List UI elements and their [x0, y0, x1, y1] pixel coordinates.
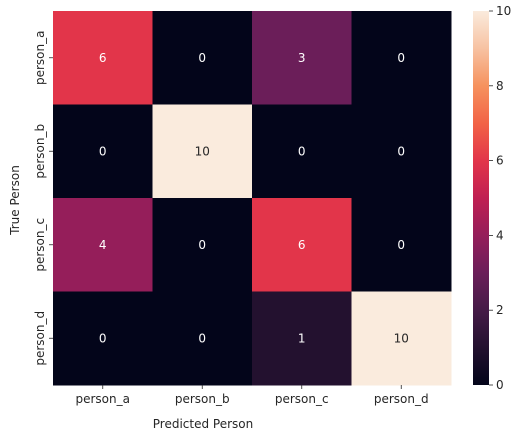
y-tick-label: person_c	[33, 218, 47, 272]
colorbar-tick-label: 2	[496, 303, 504, 317]
heatmap-cell	[351, 11, 452, 105]
cell-value-label: 0	[99, 144, 107, 158]
x-tick-label: person_c	[275, 392, 329, 406]
x-tick-labels: person_a person_b person_c person_d	[76, 385, 429, 406]
cell-value-label: 10	[195, 144, 210, 158]
x-tick-label: person_b	[175, 392, 230, 406]
x-axis-label: Predicted Person	[153, 417, 253, 431]
cell-annotations: 6 0 3 0 0 10 0 0 4 0 6 0 0 0 1 10	[99, 51, 409, 346]
x-tick-label: person_a	[76, 392, 131, 406]
heatmap-cell	[351, 291, 452, 386]
colorbar-tick-label: 4	[496, 228, 504, 242]
cell-value-label: 6	[298, 238, 306, 252]
colorbar-ticks: 0 2 4 6 8 10	[489, 4, 511, 392]
heatmap-cells	[53, 11, 452, 386]
y-tick-labels: person_a person_b person_c person_d	[33, 31, 53, 366]
heatmap-cell	[152, 104, 253, 199]
colorbar-tick-label: 0	[496, 378, 504, 392]
cell-value-label: 10	[394, 331, 409, 345]
cell-value-label: 0	[99, 331, 107, 345]
cell-value-label: 0	[198, 331, 206, 345]
heatmap-cell	[152, 11, 253, 105]
heatmap-cell	[53, 198, 153, 292]
cell-value-label: 0	[397, 238, 405, 252]
cell-value-label: 3	[298, 51, 306, 65]
cell-value-label: 0	[397, 144, 405, 158]
y-tick-label: person_a	[33, 31, 47, 86]
cell-value-label: 6	[99, 51, 107, 65]
cell-value-label: 0	[198, 51, 206, 65]
x-tick-label: person_d	[374, 392, 429, 406]
heatmap-cell	[152, 291, 253, 386]
heatmap-cell	[53, 11, 153, 105]
cell-value-label: 4	[99, 238, 107, 252]
heatmap-cell	[351, 104, 452, 199]
y-tick-label: person_d	[33, 311, 47, 366]
cell-value-label: 0	[298, 144, 306, 158]
heatmap-cell	[252, 291, 352, 386]
colorbar-tick-label: 10	[496, 4, 511, 18]
heatmap-cell	[252, 104, 352, 199]
heatmap-cell	[53, 291, 153, 386]
heatmap-cell	[252, 11, 352, 105]
heatmap-cell	[53, 104, 153, 199]
heatmap-cell	[152, 198, 253, 292]
colorbar-tick-label: 8	[496, 79, 504, 93]
heatmap-cell	[351, 198, 452, 292]
y-axis-label: True Person	[8, 165, 22, 236]
heatmap-cell	[252, 198, 352, 292]
cell-value-label: 0	[397, 51, 405, 65]
cell-value-label: 1	[298, 331, 306, 345]
colorbar	[473, 11, 489, 385]
cell-value-label: 0	[198, 238, 206, 252]
colorbar-tick-label: 6	[496, 154, 504, 168]
y-tick-label: person_b	[33, 124, 47, 179]
